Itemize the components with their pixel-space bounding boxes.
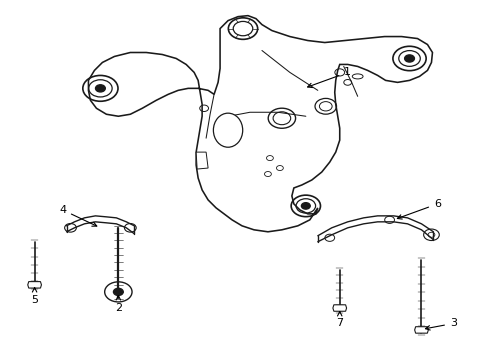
- Polygon shape: [196, 152, 208, 169]
- Ellipse shape: [352, 74, 363, 79]
- Circle shape: [405, 55, 415, 62]
- Text: 4: 4: [59, 205, 97, 226]
- Text: 2: 2: [115, 296, 122, 312]
- Polygon shape: [28, 282, 42, 288]
- Polygon shape: [333, 305, 346, 311]
- Text: 7: 7: [336, 311, 343, 328]
- Polygon shape: [89, 15, 433, 232]
- Circle shape: [301, 203, 310, 209]
- Text: 1: 1: [308, 67, 351, 87]
- Text: 6: 6: [397, 199, 441, 219]
- Ellipse shape: [213, 113, 243, 147]
- Text: 3: 3: [425, 319, 457, 330]
- Circle shape: [114, 288, 123, 296]
- Polygon shape: [415, 327, 428, 333]
- Text: 5: 5: [31, 288, 38, 305]
- Circle shape: [96, 85, 105, 92]
